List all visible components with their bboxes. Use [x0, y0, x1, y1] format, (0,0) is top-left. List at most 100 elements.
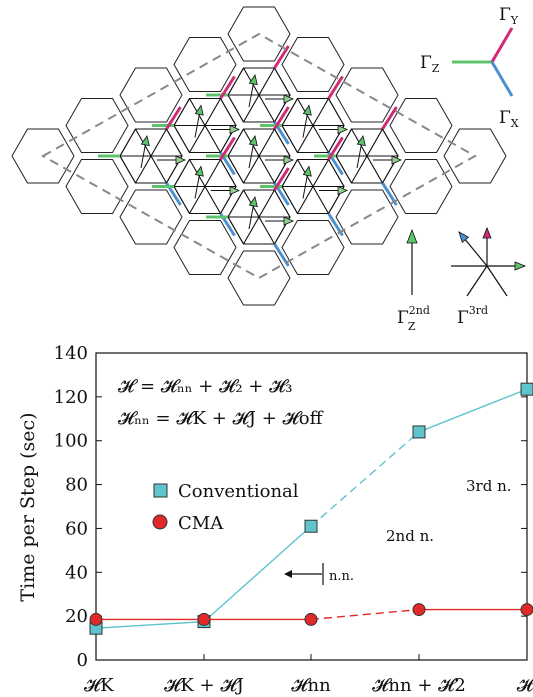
third-neighbor-arrow-head — [283, 155, 294, 165]
hexagon-cell — [443, 128, 507, 184]
x-tick-label: 𝓗nn — [291, 675, 331, 696]
lattice-cell — [119, 128, 183, 184]
third-arrow-shaft — [486, 265, 508, 297]
cma-point — [197, 612, 211, 626]
second-neighbor-arrow-head — [248, 74, 258, 86]
triangular-bond-network — [119, 67, 399, 245]
third-neighbor-arrow-head — [175, 155, 186, 165]
y-bond — [273, 106, 290, 130]
third-neighbor-arrow-head — [283, 94, 294, 104]
hexagon-cell — [119, 189, 183, 245]
lattice-cell — [173, 158, 237, 215]
y-bond — [273, 45, 290, 69]
gamma-y-label: ΓY — [499, 5, 519, 27]
y-bond — [165, 106, 182, 130]
lattice-cell — [281, 97, 345, 154]
cma-point — [304, 612, 318, 626]
lattice-bond — [189, 159, 221, 214]
y-tick-label: 140 — [54, 343, 88, 364]
third-neighbor-arrow-head — [391, 155, 402, 165]
third-neighbor-arrow-head — [229, 185, 240, 196]
y-bond — [219, 75, 236, 100]
y-tick-label: 0 — [77, 650, 88, 671]
hexagon-cell — [119, 67, 183, 123]
third-neighbor-arrow-head — [283, 216, 294, 226]
nn-arrow-head — [284, 570, 292, 578]
series-line-segment — [95, 620, 205, 629]
hexagon-cell — [227, 6, 291, 62]
gamma-3rd-label: Γ3rd — [457, 304, 488, 328]
y-bond — [219, 136, 236, 161]
y-bond — [327, 136, 344, 161]
lattice-cell — [281, 158, 345, 215]
cma-point — [412, 603, 426, 617]
third-arrow-head — [482, 226, 492, 239]
series-line-segment — [203, 525, 312, 623]
second-neighbor-arrow-head — [302, 165, 312, 177]
second-neighbor-arrow-head — [248, 196, 258, 208]
conventional-point — [412, 425, 426, 439]
lattice-bond — [135, 128, 167, 184]
legend-label-cma: CMA — [178, 513, 224, 534]
magnetic-unit-cell-outline — [40, 32, 478, 280]
x-axis: 𝓗K 𝓗K + 𝓗J 𝓗nn 𝓗nn + 𝓗2 𝓗 — [84, 654, 533, 696]
hexagon-cell — [11, 128, 75, 184]
gamma-2nd-label: Γ2nd Z — [397, 304, 430, 333]
x-tick-label: 𝓗nn + 𝓗2 — [372, 675, 466, 696]
hexagon-cell — [281, 37, 345, 92]
third-neighbor-arrow-head — [337, 124, 348, 135]
conventional-point — [304, 519, 318, 533]
lattice-bond — [351, 128, 383, 184]
x-tick-label: 𝓗K + 𝓗J — [164, 675, 244, 696]
hexagon-cell — [335, 67, 399, 123]
y-bond — [381, 106, 398, 130]
third-arrow-head — [514, 261, 527, 271]
y-bond — [273, 167, 290, 191]
annotation-third-neighbor: 3rd n. — [466, 477, 512, 495]
lattice-cell — [173, 97, 237, 154]
lattice-bond — [297, 159, 329, 214]
lattice-cell — [227, 128, 291, 184]
y-tick-label: 60 — [65, 518, 88, 539]
lattice-diagram — [11, 6, 507, 306]
second-neighbor-arrow-head — [194, 104, 204, 116]
nn-label: n.n. — [329, 569, 354, 584]
annotation-nearest-neighbor: n.n. — [284, 563, 354, 585]
further-neighbor-arrows — [140, 74, 402, 230]
lattice-bond — [297, 98, 329, 153]
hexagon-cell — [65, 159, 129, 214]
annotation-second-neighbor: 2nd n. — [386, 527, 434, 545]
y-tick-label: 120 — [54, 387, 88, 408]
y-tick-label: 20 — [65, 606, 88, 627]
second-neighbor-arrow-head — [140, 135, 150, 147]
y-bond-stub — [490, 27, 514, 63]
hexagon-cell — [281, 220, 345, 275]
series-line-segment — [310, 608, 420, 621]
y-bond — [327, 75, 344, 100]
hexagon-cell — [227, 250, 291, 306]
third-arrow-head — [458, 231, 470, 243]
cma-point — [520, 603, 533, 617]
further-neighbor-legend: Γ2nd Z Γ3rd — [397, 226, 527, 333]
lattice-cell — [335, 128, 399, 184]
conventional-point — [520, 382, 533, 396]
second-neighbor-arrow-head — [302, 104, 312, 116]
lattice-bond — [243, 189, 275, 245]
equation-line-2: 𝓗ₙₙ = 𝓗K + 𝓗J + 𝓗off — [118, 408, 324, 429]
legend-marker-conventional — [153, 483, 168, 498]
legend-label-conventional: Conventional — [178, 481, 299, 502]
lattice-cell — [227, 67, 291, 123]
third-neighbor-arrow-head — [229, 124, 240, 135]
hexagon-cell — [173, 220, 237, 275]
second-neighbor-arrow-head — [248, 135, 258, 147]
cma-point — [89, 612, 103, 626]
hexagon-cell — [65, 98, 129, 153]
y-tick-label: 100 — [54, 431, 88, 452]
gamma-z-label: ΓZ — [420, 53, 440, 75]
second-neighbor-arrow-icon — [406, 228, 418, 295]
lattice-bond — [243, 67, 275, 123]
x-bond-stub — [490, 61, 514, 97]
series-line-segment — [310, 431, 420, 527]
third-neighbor-arrow-head — [337, 185, 348, 196]
